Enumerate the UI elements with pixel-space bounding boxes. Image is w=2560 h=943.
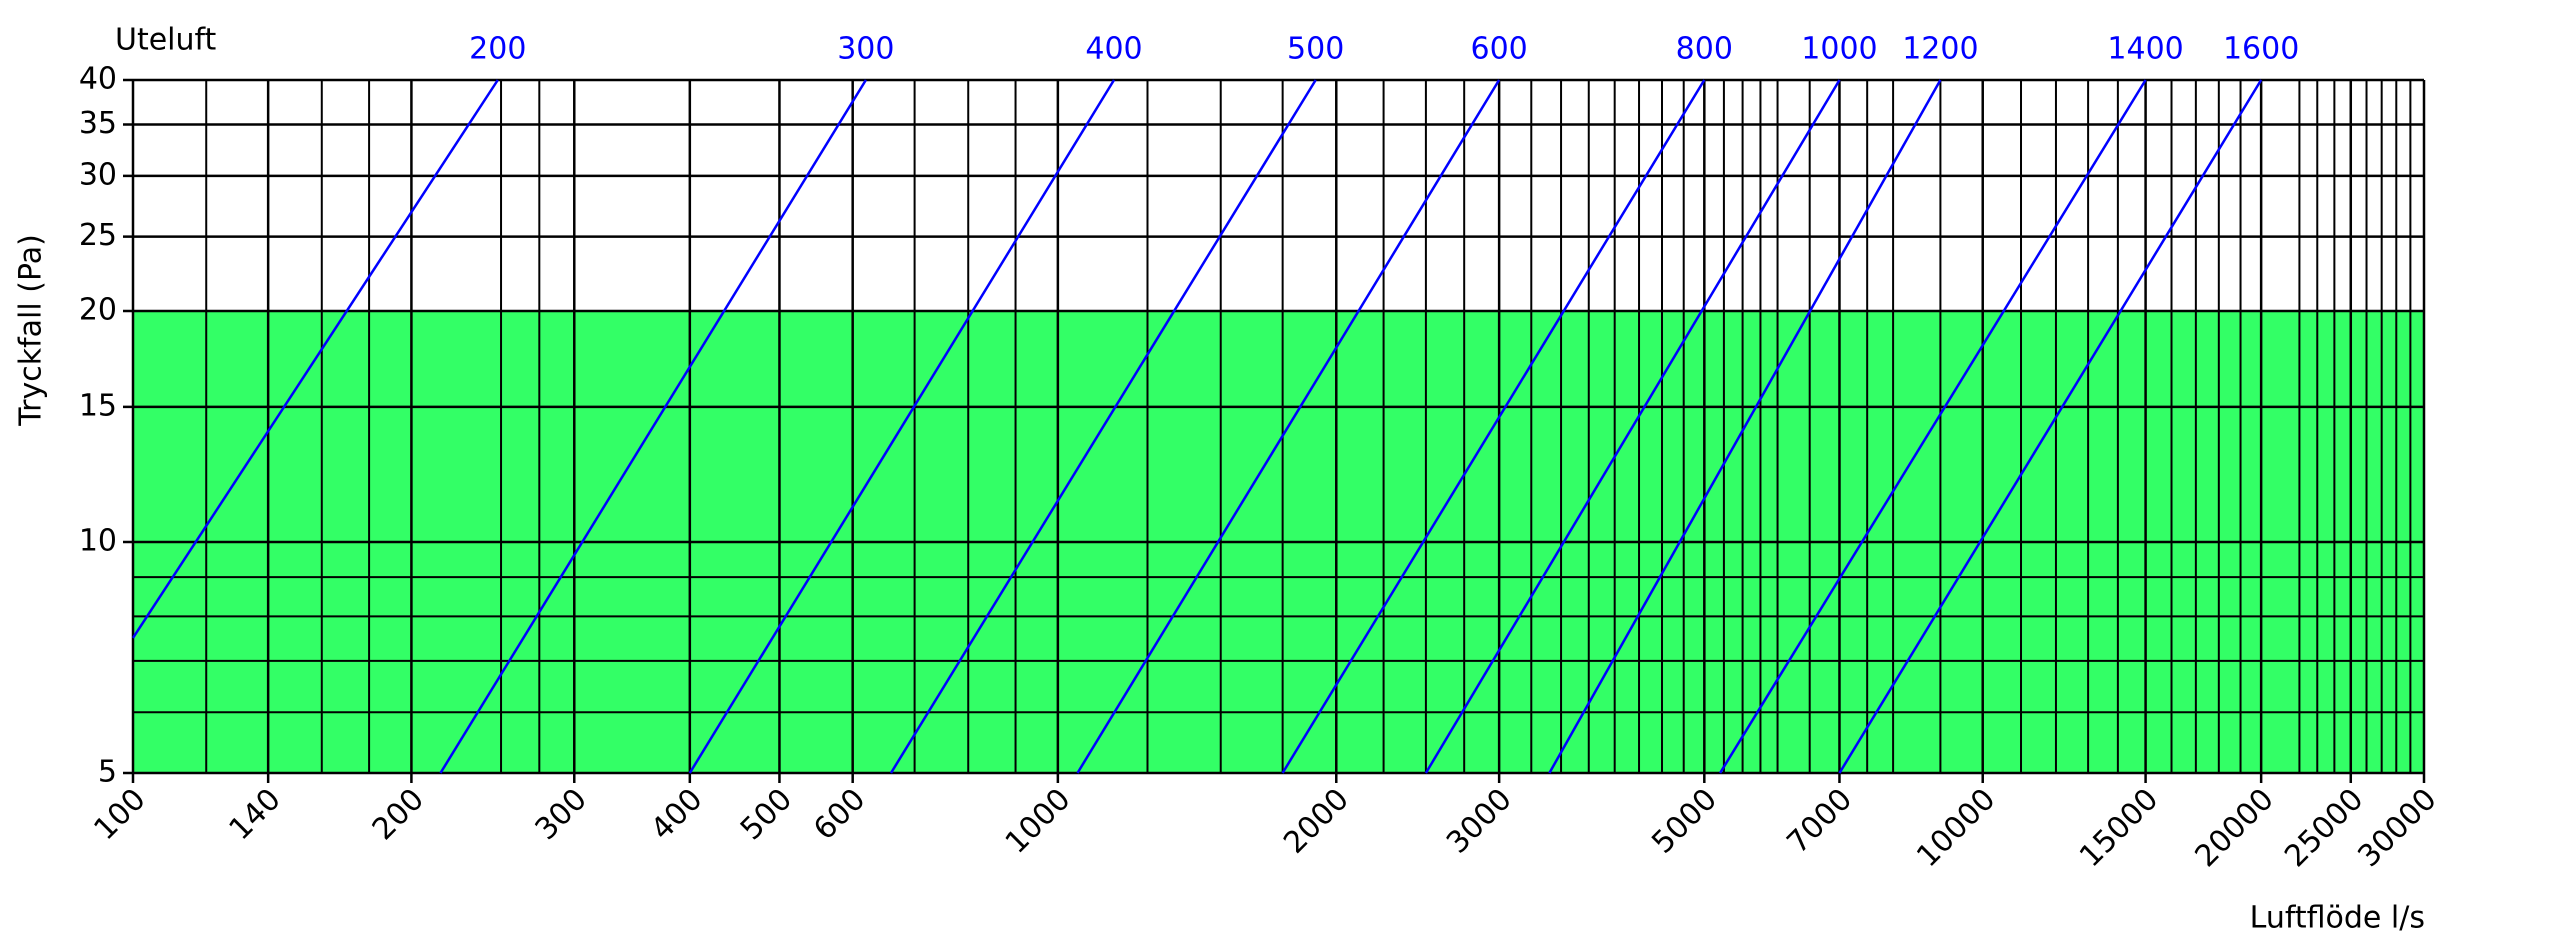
duct-line bbox=[1281, 79, 1706, 774]
series-label: 600 bbox=[1471, 32, 1528, 67]
x-tick-label: 100 bbox=[87, 782, 152, 847]
x-axis-label: Luftflöde l/s bbox=[2250, 901, 2425, 936]
series-label: 500 bbox=[1287, 32, 1344, 67]
x-tick-label: 500 bbox=[734, 782, 799, 847]
duct-line bbox=[1838, 79, 2263, 774]
x-tick-label: 10000 bbox=[1910, 782, 2002, 874]
duct-line bbox=[131, 79, 499, 639]
x-tick-label: 7000 bbox=[1780, 782, 1859, 861]
series-label: 1000 bbox=[1801, 32, 1877, 67]
series-label: 1400 bbox=[2107, 32, 2183, 67]
y-tick-label: 15 bbox=[79, 388, 117, 423]
x-tick-label: 15000 bbox=[2073, 782, 2165, 874]
x-tick-label: 400 bbox=[644, 782, 709, 847]
x-tick-label: 300 bbox=[529, 782, 594, 847]
duct-line bbox=[1424, 79, 1841, 774]
duct-line bbox=[1719, 79, 2147, 774]
chart-title: Uteluft bbox=[115, 23, 217, 58]
duct-line bbox=[688, 79, 1116, 774]
series-label: 1600 bbox=[2223, 32, 2299, 67]
y-tick-label: 35 bbox=[79, 106, 117, 141]
series-label: 300 bbox=[837, 32, 894, 67]
y-tick-label: 25 bbox=[79, 218, 117, 253]
duct-line bbox=[439, 79, 867, 774]
x-tick-label: 3000 bbox=[1440, 782, 1519, 861]
duct-line bbox=[1548, 79, 1942, 774]
series-label: 400 bbox=[1085, 32, 1142, 67]
x-tick-label: 25000 bbox=[2278, 782, 2370, 874]
series-label: 200 bbox=[469, 32, 526, 67]
x-tick-label: 1000 bbox=[999, 782, 1078, 861]
series-label: 800 bbox=[1676, 32, 1733, 67]
y-axis-label: Tryckfall (Pa) bbox=[14, 234, 49, 427]
x-tick-label: 140 bbox=[223, 782, 288, 847]
duct-line bbox=[889, 79, 1317, 774]
y-tick-label: 20 bbox=[79, 293, 117, 328]
duct-line bbox=[1076, 79, 1501, 774]
y-tick-label: 5 bbox=[98, 755, 117, 790]
y-tick-label: 10 bbox=[79, 524, 117, 559]
x-tick-label: 20000 bbox=[2189, 782, 2281, 874]
x-tick-label: 2000 bbox=[1277, 782, 1356, 861]
y-tick-label: 40 bbox=[79, 62, 117, 97]
x-tick-label: 30000 bbox=[2351, 782, 2443, 874]
x-tick-label: 600 bbox=[807, 782, 872, 847]
x-tick-label: 200 bbox=[366, 782, 431, 847]
series-label: 1200 bbox=[1902, 32, 1978, 67]
y-tick-label: 30 bbox=[79, 157, 117, 192]
x-tick-label: 5000 bbox=[1645, 782, 1724, 861]
